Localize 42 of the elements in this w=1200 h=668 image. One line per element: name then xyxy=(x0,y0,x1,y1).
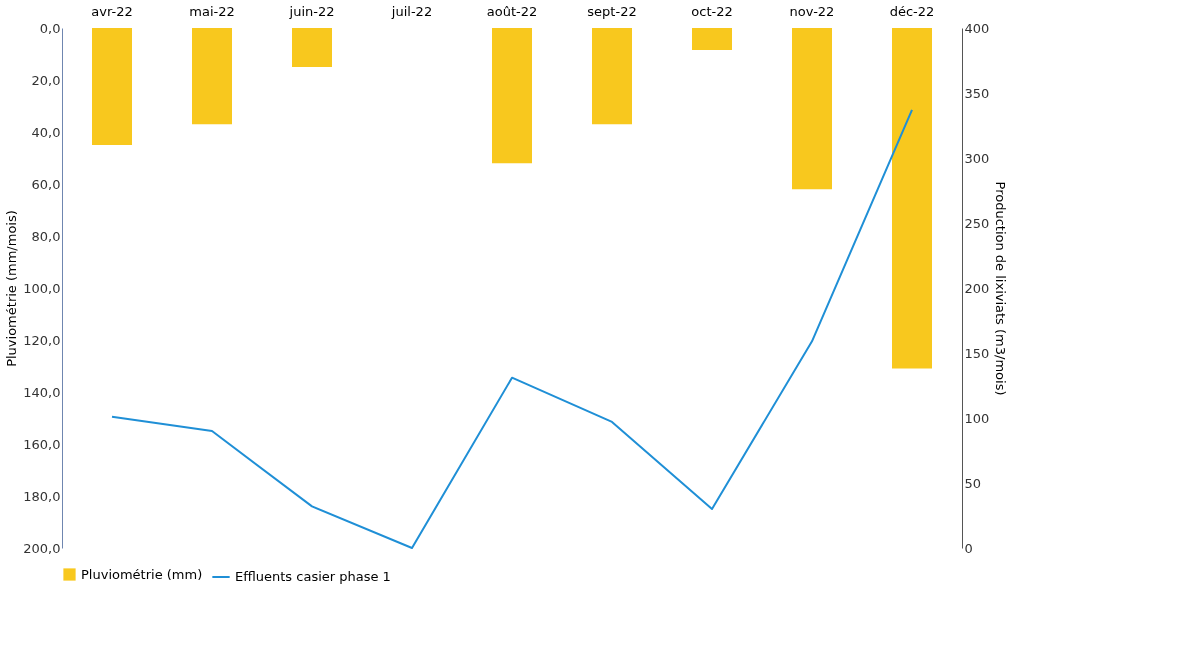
x-tick-label: mai-22 xyxy=(189,3,235,19)
y2-tick-label: 400 xyxy=(964,20,990,36)
y-tick-label: 120,0 xyxy=(23,332,61,348)
bar xyxy=(592,28,632,125)
line-series xyxy=(111,108,913,549)
y-tick-label: 100,0 xyxy=(23,280,61,296)
legend-label: Pluviométrie (mm) xyxy=(81,566,203,582)
y2-axis-title: Production de lixiviats (m3/mois) xyxy=(993,181,1009,396)
y-tick-label: 20,0 xyxy=(31,72,61,88)
y2-tick-label: 250 xyxy=(964,215,990,231)
bar xyxy=(692,28,732,51)
legend-label: Effluents casier phase 1 xyxy=(235,569,391,584)
y-tick-label: 60,0 xyxy=(31,176,61,192)
y2-tick-label: 300 xyxy=(964,150,990,166)
x-tick-label: juin-22 xyxy=(288,3,335,19)
bar xyxy=(292,28,332,67)
y-tick-label: 180,0 xyxy=(23,488,61,504)
y-axis-title: Pluviométrie (mm/mois) xyxy=(4,210,20,367)
y-tick-label: 40,0 xyxy=(31,124,61,140)
x-tick-label: août-22 xyxy=(486,3,538,19)
y2-tick-label: 200 xyxy=(964,280,990,296)
x-tick-label: oct-22 xyxy=(691,3,733,19)
x-tick-label: nov-22 xyxy=(789,3,835,19)
x-tick-label: avr-22 xyxy=(91,3,133,19)
y2-tick-label: 50 xyxy=(964,475,982,491)
y2-tick-label: 100 xyxy=(964,410,990,426)
y-tick-label: 0,0 xyxy=(39,20,61,36)
y2-tick-label: 150 xyxy=(964,345,990,361)
y-tick-label: 200,0 xyxy=(23,540,61,556)
bar xyxy=(192,28,232,125)
y-tick-label: 160,0 xyxy=(23,436,61,452)
bar xyxy=(92,28,132,145)
x-tick-label: sept-22 xyxy=(587,3,637,19)
bar xyxy=(792,28,832,190)
x-tick-label: déc-22 xyxy=(889,3,935,19)
y-tick-label: 140,0 xyxy=(23,384,61,400)
bar xyxy=(492,28,532,164)
bar xyxy=(892,28,932,369)
y-tick-label: 80,0 xyxy=(31,228,61,244)
x-tick-label: juil-22 xyxy=(390,3,433,19)
y2-tick-label: 0 xyxy=(964,540,973,556)
y2-tick-label: 350 xyxy=(964,85,990,101)
